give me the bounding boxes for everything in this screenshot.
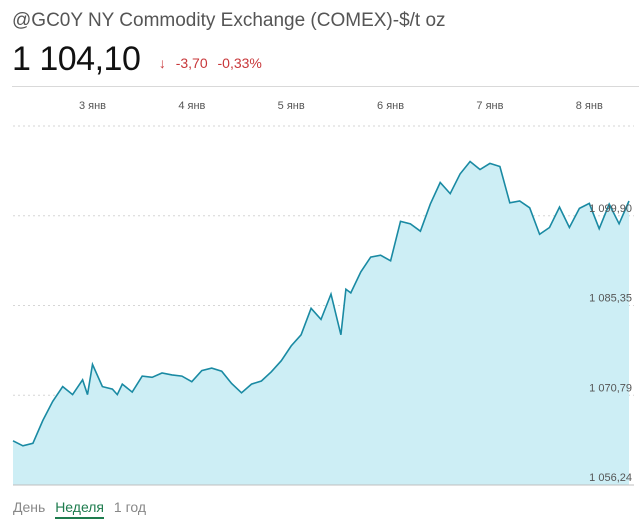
price-area-fill: [13, 161, 629, 485]
x-tick-label: 5 янв: [278, 100, 305, 112]
down-arrow-icon: ↓: [158, 54, 166, 71]
x-tick-label: 6 янв: [377, 100, 404, 112]
price-row: 1 104,10 ↓ -3,70 -0,33%: [12, 40, 262, 80]
change-percent: -0,33%: [217, 54, 262, 71]
tab-week[interactable]: Неделя: [55, 499, 105, 519]
period-tabs: День Неделя 1 год: [13, 499, 152, 519]
x-tick-label: 8 янв: [576, 100, 603, 112]
price-change: ↓ -3,70 -0,33%: [159, 55, 262, 71]
x-tick-label: 7 янв: [476, 100, 503, 112]
change-absolute: -3,70: [175, 54, 208, 71]
header-divider: [12, 86, 639, 87]
x-tick-label: 4 янв: [178, 100, 205, 112]
tab-year[interactable]: 1 год: [113, 499, 147, 515]
tab-day[interactable]: День: [13, 499, 46, 515]
y-axis: 1 099,90 1 085,35 1 070,79 1 056,24: [589, 203, 632, 484]
price-line: [12, 160, 630, 447]
price-chart: 3 янв 4 янв 5 янв 6 янв 7 янв 8 янв 1 099,901…: [12, 100, 634, 486]
y-tick-label: 1 099,90: [589, 203, 632, 215]
y-tick-label: 1 070,79: [589, 382, 632, 394]
last-price: 1 104,10: [12, 40, 141, 78]
y-tick-label: 1 056,24: [589, 472, 632, 484]
instrument-title: @GC0Y NY Commodity Exchange (COMEX)-$/t …: [12, 10, 446, 31]
x-tick-label: 3 янв: [79, 100, 106, 112]
x-axis: 3 янв 4 янв 5 янв 6 янв 7 янв 8 янв: [79, 100, 603, 112]
y-tick-label: 1 085,35: [589, 293, 632, 305]
